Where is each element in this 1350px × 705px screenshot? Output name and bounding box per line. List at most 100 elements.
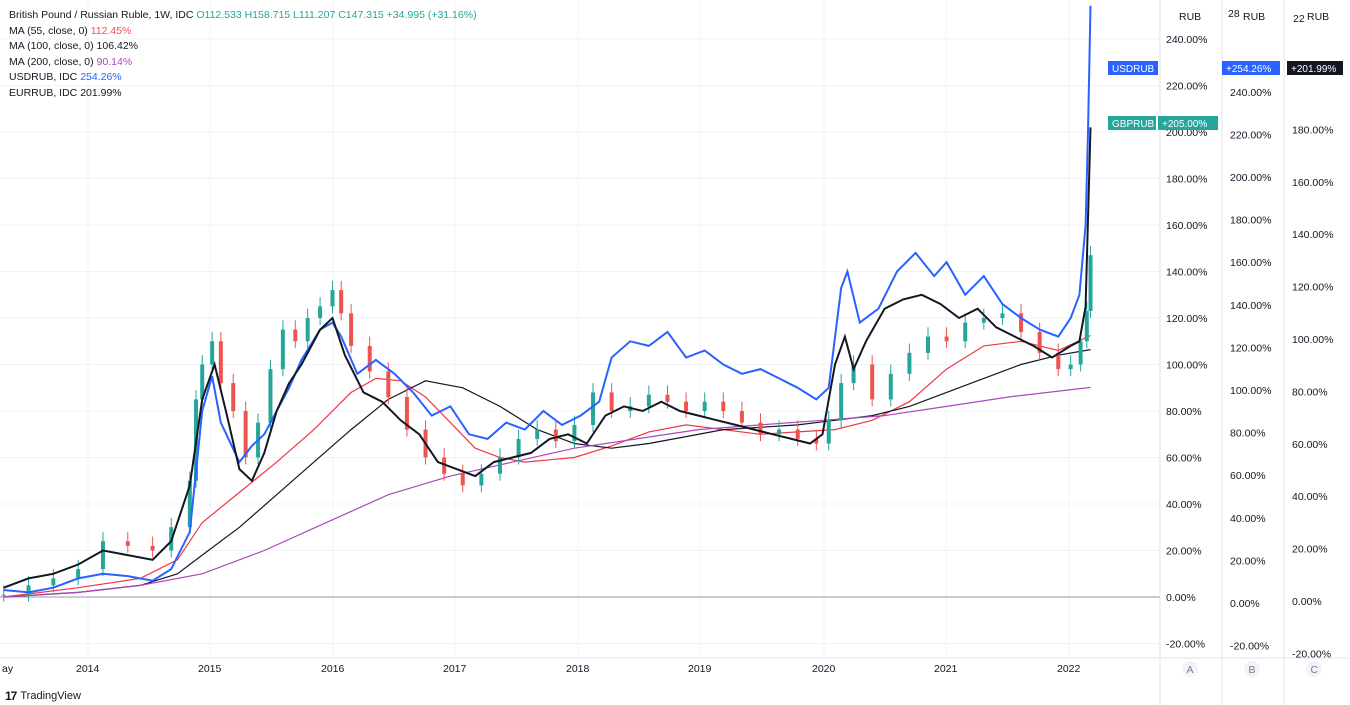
candle-body[interactable] xyxy=(349,313,354,346)
candle-body[interactable] xyxy=(981,318,986,323)
candle-body[interactable] xyxy=(795,429,800,439)
candle-body[interactable] xyxy=(1000,313,1005,318)
candle-body[interactable] xyxy=(814,438,819,444)
axis-c-tick-label: 80.00% xyxy=(1292,386,1328,398)
legend-eurrub[interactable]: EURRUB, IDC 201.99% xyxy=(9,86,477,102)
axis-c-tick-label: 100.00% xyxy=(1292,334,1333,346)
axis-b-tick-label: 220.00% xyxy=(1230,129,1271,141)
candle-body[interactable] xyxy=(339,290,344,314)
axis-b-tick-label: 80.00% xyxy=(1230,428,1266,440)
candle-body[interactable] xyxy=(187,480,192,528)
candle-body[interactable] xyxy=(150,545,155,551)
scale-b_footer-button[interactable] xyxy=(1244,661,1260,677)
candle-body[interactable] xyxy=(404,397,409,430)
candle-body[interactable] xyxy=(851,364,856,384)
legend-eurrub-label: EURRUB, IDC xyxy=(9,86,78,99)
legend-ma55[interactable]: MA (55, close, 0) 112.45% xyxy=(9,24,477,40)
legend-ma100[interactable]: MA (100, close, 0) 106.42% xyxy=(9,39,477,55)
candle-body[interactable] xyxy=(231,383,236,411)
candle-body[interactable] xyxy=(1037,331,1042,353)
candle-body[interactable] xyxy=(460,473,465,486)
legend-ma200-value: 90.14% xyxy=(96,55,133,68)
axis-a-tick-label: 160.00% xyxy=(1166,220,1207,232)
candle-body[interactable] xyxy=(1084,311,1089,342)
axis-c-currency: RUB xyxy=(1307,11,1329,23)
candle-body[interactable] xyxy=(702,401,707,411)
candle-body[interactable] xyxy=(1078,341,1083,365)
candle-body[interactable] xyxy=(516,438,521,458)
candle-body[interactable] xyxy=(268,369,273,423)
time-axis-label: 2015 xyxy=(198,663,222,675)
candle-body[interactable] xyxy=(907,352,912,374)
time-axis-label: 2020 xyxy=(812,663,836,675)
candle-body[interactable] xyxy=(826,420,831,444)
candle-body[interactable] xyxy=(739,411,744,423)
axis-a-tick-label: 100.00% xyxy=(1166,360,1207,372)
tradingview-text: TradingView xyxy=(20,690,81,702)
axis-b-tick-label: 100.00% xyxy=(1230,385,1271,397)
axis-b-tick-label: 160.00% xyxy=(1230,257,1271,269)
legend-ma200[interactable]: MA (200, close, 0) 90.14% xyxy=(9,55,477,71)
axis-c-tick-label: -20.00% xyxy=(1292,648,1331,660)
candle-body[interactable] xyxy=(665,394,670,402)
axis-c-tick-label: 20.00% xyxy=(1292,544,1328,556)
candle-body[interactable] xyxy=(386,371,391,398)
candle-body[interactable] xyxy=(591,392,596,425)
candle-body[interactable] xyxy=(1019,313,1024,332)
candle-body[interactable] xyxy=(51,578,56,586)
candle-body[interactable] xyxy=(963,322,968,342)
ma-line-1[interactable] xyxy=(3,349,1091,598)
candle-body[interactable] xyxy=(243,411,248,458)
ma-line-2[interactable] xyxy=(3,386,1091,598)
candle-body[interactable] xyxy=(1068,364,1073,370)
series-line-usdrub[interactable] xyxy=(3,5,1092,594)
axis-a-tick-label: 240.00% xyxy=(1166,34,1207,46)
ma-line-0[interactable] xyxy=(3,335,1091,598)
candle-body[interactable] xyxy=(926,336,930,353)
axis-b-tick-label: 240.00% xyxy=(1230,87,1271,99)
candle-body[interactable] xyxy=(572,424,577,442)
candle-body[interactable] xyxy=(200,364,205,400)
candle-body[interactable] xyxy=(870,364,875,400)
series-line-eurrub[interactable] xyxy=(3,127,1092,589)
candle-body[interactable] xyxy=(26,585,31,595)
candle-body[interactable] xyxy=(218,341,223,384)
candle-body[interactable] xyxy=(553,429,558,442)
candle-body[interactable] xyxy=(1088,255,1093,312)
candle-body[interactable] xyxy=(646,394,651,407)
candle-body[interactable] xyxy=(609,392,614,411)
legend-ma55-value: 112.45% xyxy=(90,24,132,37)
candle-body[interactable] xyxy=(330,290,335,307)
candle-body[interactable] xyxy=(684,401,689,411)
candle-body[interactable] xyxy=(100,541,105,570)
axis-c-tick-label: 0.00% xyxy=(1292,596,1322,608)
candle-body[interactable] xyxy=(1,594,6,596)
scale-b_footer-label: B xyxy=(1249,664,1256,676)
candle-body[interactable] xyxy=(839,383,844,421)
candle-body[interactable] xyxy=(210,341,215,365)
candle-body[interactable] xyxy=(497,457,502,474)
candle-body[interactable] xyxy=(76,569,81,579)
axis-a-tick-label: 20.00% xyxy=(1166,546,1202,558)
legend-usdrub[interactable]: USDRUB, IDC 254.26% xyxy=(9,70,477,86)
candle-body[interactable] xyxy=(442,457,447,474)
candle-body[interactable] xyxy=(758,422,763,435)
candle-body[interactable] xyxy=(125,541,130,546)
candle-body[interactable] xyxy=(944,336,949,342)
candle-body[interactable] xyxy=(535,429,540,439)
candle-body[interactable] xyxy=(1056,352,1061,370)
candle-body[interactable] xyxy=(318,306,323,318)
candle-body[interactable] xyxy=(293,329,298,342)
candle-body[interactable] xyxy=(367,345,372,372)
candle-body[interactable] xyxy=(479,473,484,486)
candle-body[interactable] xyxy=(777,429,782,435)
scale-c_footer-button[interactable] xyxy=(1306,661,1322,677)
candle-body[interactable] xyxy=(721,401,726,411)
eurrub-value-tag-bg xyxy=(1287,61,1343,75)
candle-body[interactable] xyxy=(280,329,285,370)
candle-body[interactable] xyxy=(305,318,310,342)
candle-body[interactable] xyxy=(888,373,893,400)
scale-a_footer-button[interactable] xyxy=(1182,661,1198,677)
tradingview-logo[interactable]: 17 TradingView xyxy=(5,689,81,703)
